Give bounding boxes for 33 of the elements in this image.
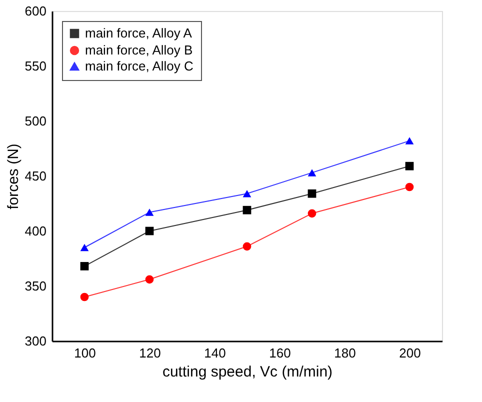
legend-label: main force, Alloy A [85, 26, 192, 40]
y-tick-label: 400 [24, 224, 46, 238]
point [145, 208, 154, 216]
point [145, 226, 154, 236]
point [80, 244, 89, 252]
x-tick-label: 160 [269, 346, 291, 360]
x-tick-label: 100 [74, 346, 96, 360]
x-tick-label: 140 [204, 346, 226, 360]
x-tick-label: 120 [139, 346, 161, 360]
y-tick-label: 500 [24, 114, 46, 128]
point [308, 209, 316, 218]
point [145, 275, 154, 284]
y-tick-label: 550 [24, 58, 46, 74]
y-tick-label: 300 [24, 334, 46, 348]
point [242, 242, 252, 251]
point [405, 137, 414, 144]
x-axis-title: cutting speed, Vc (m/min) [162, 364, 333, 380]
point [405, 182, 414, 192]
point [80, 262, 89, 270]
point [308, 189, 316, 198]
point [242, 190, 252, 198]
y-axis-title: forces (N) [4, 144, 22, 210]
y-tick-label: 350 [24, 278, 46, 294]
legend-label: main force, Alloy B [85, 42, 193, 58]
point [242, 206, 252, 214]
point [80, 292, 89, 302]
legend-label: main force, Alloy C [85, 58, 194, 74]
y-tick-label: 450 [24, 168, 46, 184]
y-tick-label: 600 [24, 4, 46, 18]
point [308, 169, 316, 176]
x-tick-label: 200 [399, 346, 421, 360]
x-tick-label: 180 [334, 346, 356, 360]
point [405, 162, 414, 170]
